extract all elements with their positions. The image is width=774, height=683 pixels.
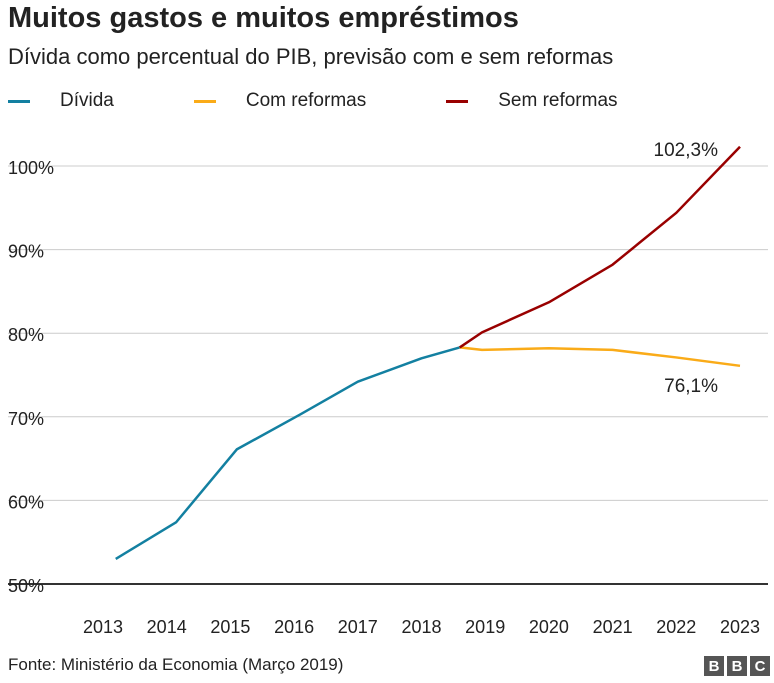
series-line-sem-reformas <box>459 145 741 349</box>
chart-subtitle: Dívida como percentual do PIB, previsão … <box>8 44 614 69</box>
logo-letter: B <box>704 656 724 676</box>
y-tick-label: 70% <box>8 409 44 429</box>
series-line-com-reformas <box>459 346 741 368</box>
x-tick-label: 2020 <box>529 617 569 637</box>
x-tick-label: 2019 <box>465 617 505 637</box>
legend-swatch <box>193 99 216 103</box>
x-tick-label: 2017 <box>338 617 378 637</box>
legend-label: Dívida <box>60 90 114 111</box>
x-tick-label: 2016 <box>274 617 314 637</box>
legend-label: Sem reformas <box>498 90 618 111</box>
y-tick-label: 100% <box>8 158 54 178</box>
x-tick-label: 2018 <box>401 617 441 637</box>
x-tick-label: 2015 <box>210 617 250 637</box>
legend: Dívida Com reformas Sem reformas <box>8 90 658 112</box>
y-tick-label: 60% <box>8 492 44 512</box>
logo-letter: B <box>727 656 747 676</box>
x-tick-label: 2013 <box>83 617 123 637</box>
chart-title: Muitos gastos e muitos empréstimos <box>8 2 519 34</box>
x-tick-label: 2021 <box>593 617 633 637</box>
x-tick-label: 2014 <box>147 617 187 637</box>
legend-item-divida: Dívida <box>8 90 114 112</box>
x-tick-label: 2023 <box>720 617 760 637</box>
y-tick-label: 90% <box>8 242 44 262</box>
legend-swatch <box>8 99 30 103</box>
series-line-divida <box>115 346 461 560</box>
y-tick-label: 80% <box>8 325 44 345</box>
legend-label: Com reformas <box>245 90 367 111</box>
x-tick-label: 2022 <box>656 617 696 637</box>
y-tick-label: 50% <box>8 576 44 596</box>
logo-letter: C <box>750 656 770 676</box>
legend-item-com-reformas: Com reformas <box>193 90 367 112</box>
source-note: Fonte: Ministério da Economia (Março 201… <box>8 655 344 674</box>
legend-item-sem-reformas: Sem reformas <box>446 90 618 112</box>
annotation-sem-reformas: 102,3% <box>654 140 719 161</box>
legend-swatch <box>446 99 469 103</box>
annotation-com-reformas: 76,1% <box>664 376 718 397</box>
